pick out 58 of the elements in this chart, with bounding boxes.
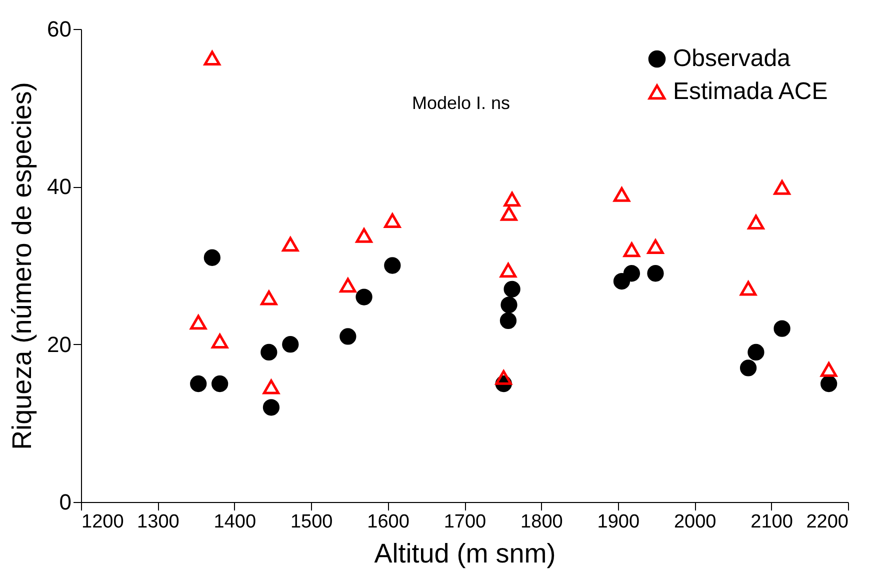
point (495, 370, 512, 385)
x-tick-label: 1200 (82, 512, 124, 532)
point (647, 265, 664, 282)
point (500, 206, 518, 221)
y-tick-label: 20 (47, 332, 72, 357)
x-axis-title: Altitud (m snm) (374, 538, 556, 568)
point (740, 360, 757, 376)
point (190, 375, 207, 392)
x-tick-label: 1600 (367, 512, 410, 532)
point (190, 314, 207, 330)
point (282, 236, 299, 252)
point (500, 312, 517, 329)
legend-label: Estimada ACE (673, 78, 828, 105)
annotation: Modelo I. ns (412, 93, 510, 113)
x-tick-label: 2000 (674, 512, 716, 532)
y-tick-label: 40 (47, 174, 72, 200)
point (340, 328, 356, 345)
y-tick-label: 0 (59, 490, 72, 514)
point (504, 280, 520, 298)
x-tick-label: 2200 (806, 512, 848, 532)
point (647, 239, 664, 254)
x-tick-label: 1800 (520, 512, 563, 532)
point (356, 228, 372, 243)
point (774, 320, 790, 337)
point (623, 242, 640, 258)
x-tick-label: 1900 (597, 512, 640, 532)
point (356, 288, 372, 306)
point (204, 50, 220, 66)
point (748, 214, 764, 230)
point (740, 280, 757, 296)
legend-label: Observada (673, 45, 792, 72)
point (748, 344, 764, 361)
point (262, 380, 280, 394)
point (500, 262, 517, 278)
x-tick-label: 1700 (444, 512, 486, 532)
point (340, 278, 356, 293)
point (204, 249, 220, 266)
point (820, 375, 838, 392)
point (260, 290, 278, 306)
y-axis-title: Riqueza (número de especies) (7, 82, 38, 450)
x-tick-label: 1400 (214, 512, 256, 532)
point (623, 265, 640, 282)
point (384, 257, 401, 274)
point (282, 336, 299, 353)
point (504, 192, 520, 207)
point (262, 399, 280, 416)
point (613, 187, 630, 202)
point (212, 334, 228, 349)
point (820, 362, 838, 377)
point (774, 180, 790, 195)
point (384, 213, 401, 228)
point (260, 344, 278, 361)
point (500, 296, 518, 314)
x-tick-label: 2100 (750, 512, 793, 532)
x-tick-label: 1500 (290, 512, 333, 532)
y-tick-label: 60 (47, 16, 72, 42)
x-tick-label: 1300 (137, 512, 180, 532)
point (212, 375, 228, 392)
